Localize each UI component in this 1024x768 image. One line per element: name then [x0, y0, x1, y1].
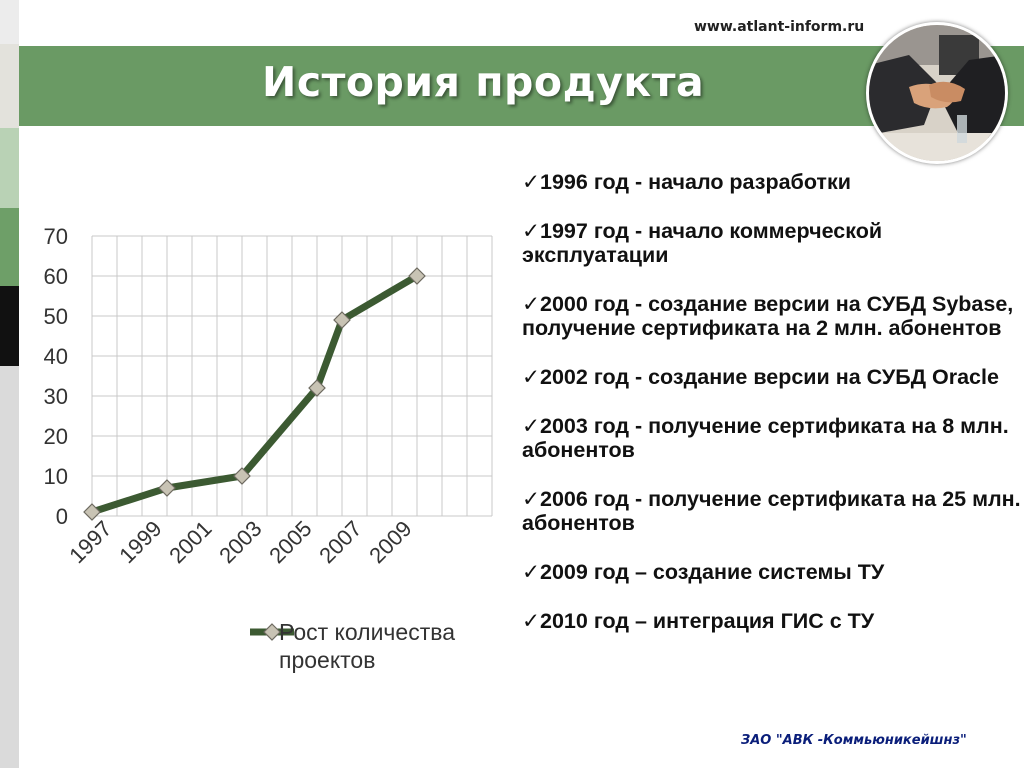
side-stripe-black — [0, 286, 19, 366]
milestone-item: ✓2010 год – интеграция ГИС с ТУ — [522, 609, 875, 633]
milestone-item: ✓2002 год - создание версии на СУБД Orac… — [522, 365, 999, 389]
check-icon: ✓ — [522, 560, 541, 584]
check-icon: ✓ — [522, 170, 541, 194]
legend-marker — [263, 623, 281, 641]
milestone-item: ✓2000 год - создание версии на СУБД Syba… — [522, 292, 1014, 340]
line-chart-svg: 0 10 20 30 40 50 60 70 1997199920012003200520072… — [44, 224, 493, 673]
x-tick-label: 2001 — [164, 516, 216, 568]
y-tick-label: 10 — [44, 464, 68, 489]
y-tick-label: 30 — [44, 384, 68, 409]
milestone-item: ✓1997 год - начало коммерческой эксплуат… — [522, 219, 883, 267]
data-point-marker — [83, 503, 101, 521]
handshake-photo — [866, 22, 1008, 164]
company-footer: ЗАО "АВК -Коммьюникейшнз" — [741, 733, 967, 748]
x-tick-label: 2009 — [364, 516, 416, 568]
series-line — [88, 272, 421, 516]
milestone-list: ✓1996 год - начало разработки ✓1997 год … — [522, 170, 1022, 658]
side-stripe-light-green — [0, 128, 19, 208]
x-tick-label: 1999 — [114, 516, 166, 568]
check-icon: ✓ — [522, 365, 541, 389]
check-icon: ✓ — [522, 292, 541, 316]
y-tick-label: 40 — [44, 344, 68, 369]
milestone-item: ✓1996 год - начало разработки — [522, 170, 851, 194]
data-point-marker — [158, 479, 176, 497]
y-tick-label: 0 — [56, 504, 68, 529]
milestone-item: ✓2009 год – создание системы ТУ — [522, 560, 885, 584]
y-tick-label: 50 — [44, 304, 68, 329]
side-stripe-beige — [0, 44, 19, 128]
legend-label-line2: проектов — [279, 647, 375, 673]
x-tick-label: 2003 — [214, 516, 266, 568]
chart: 0 10 20 30 40 50 60 70 1997 1999 2001 2003 2005 2007 2… — [20, 220, 520, 690]
page-title: История продукта — [262, 58, 705, 106]
data-point-marker — [233, 467, 251, 485]
x-tick-label: 1997 — [64, 516, 116, 568]
y-tick-label: 20 — [44, 424, 68, 449]
side-stripe-gray — [0, 366, 19, 768]
check-icon: ✓ — [522, 219, 541, 243]
check-icon: ✓ — [522, 414, 541, 438]
legend-label-line1: Рост количества — [279, 619, 455, 645]
data-point-marker — [333, 311, 351, 329]
site-url: www.atlant-inform.ru — [694, 19, 865, 35]
y-tick-label: 60 — [44, 264, 68, 289]
check-icon: ✓ — [522, 609, 541, 633]
data-point-marker — [308, 379, 326, 397]
x-tick-label: 2005 — [264, 516, 316, 568]
y-tick-label: 70 — [44, 224, 68, 249]
check-icon: ✓ — [522, 487, 541, 511]
data-point-marker — [408, 267, 426, 285]
title-band — [19, 46, 1024, 126]
x-tick-label: 2007 — [314, 516, 366, 568]
milestone-item: ✓2006 год - получение сертификата на 25 … — [522, 487, 1021, 535]
side-stripe-green — [0, 208, 19, 286]
side-stripe-top — [0, 0, 19, 44]
milestone-item: ✓2003 год - получение сертификата на 8 м… — [522, 414, 1009, 462]
